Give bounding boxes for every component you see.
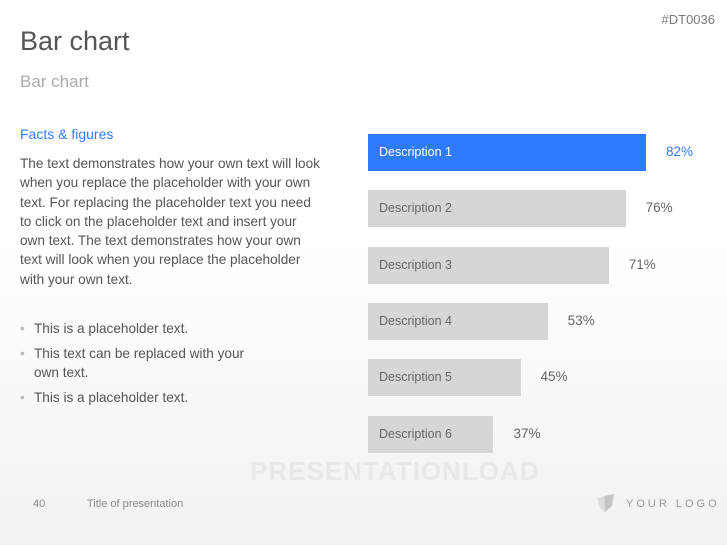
bar-value-label: 82% — [666, 144, 694, 159]
bar: Description 2 — [368, 190, 626, 228]
bar: Description 1 — [368, 134, 646, 171]
logo-cube-icon — [597, 494, 614, 512]
presentation-title: Title of presentation — [87, 498, 184, 510]
bar-value-label: 71% — [628, 256, 656, 272]
body-text: The text demonstrates how your own text … — [20, 156, 320, 287]
bar-value-label: 76% — [645, 200, 673, 216]
bar-category-label: Description 5 — [379, 370, 452, 385]
bar-category-label: Description 3 — [379, 257, 452, 272]
bar: Description 4 — [368, 302, 548, 340]
slide-code: #DT0036 — [661, 12, 715, 27]
bullet-item: This text can be replaced with your own … — [20, 344, 264, 382]
bar-value-label: 45% — [540, 369, 568, 385]
slide-subtitle: Bar chart — [20, 72, 89, 91]
bar-category-label: Description 6 — [379, 426, 452, 441]
bar-value-label: 53% — [567, 312, 595, 328]
page-number: 40 — [33, 498, 46, 510]
watermark: PRESENTATIONLOAD — [250, 456, 540, 486]
bar-category-label: Description 2 — [379, 201, 452, 216]
bar-value-label: 37% — [513, 425, 541, 441]
logo: YOUR LOGO — [596, 494, 720, 514]
bullet-list: This is a placeholder text. This text ca… — [20, 319, 320, 407]
left-column: The text demonstrates how your own text … — [20, 154, 320, 413]
facts-heading: Facts & figures — [20, 126, 114, 142]
bullet-item: This is a placeholder text. — [20, 319, 264, 338]
bar: Description 5 — [368, 359, 521, 397]
bar: Description 3 — [368, 246, 609, 284]
bullet-item: This is a placeholder text. — [20, 388, 264, 407]
bar: Description 6 — [368, 415, 494, 453]
bar-category-label: Description 4 — [379, 313, 452, 328]
bar-category-label: Description 1 — [379, 145, 452, 159]
slide-title: Bar chart — [20, 26, 130, 56]
logo-text: YOUR LOGO — [626, 498, 720, 510]
